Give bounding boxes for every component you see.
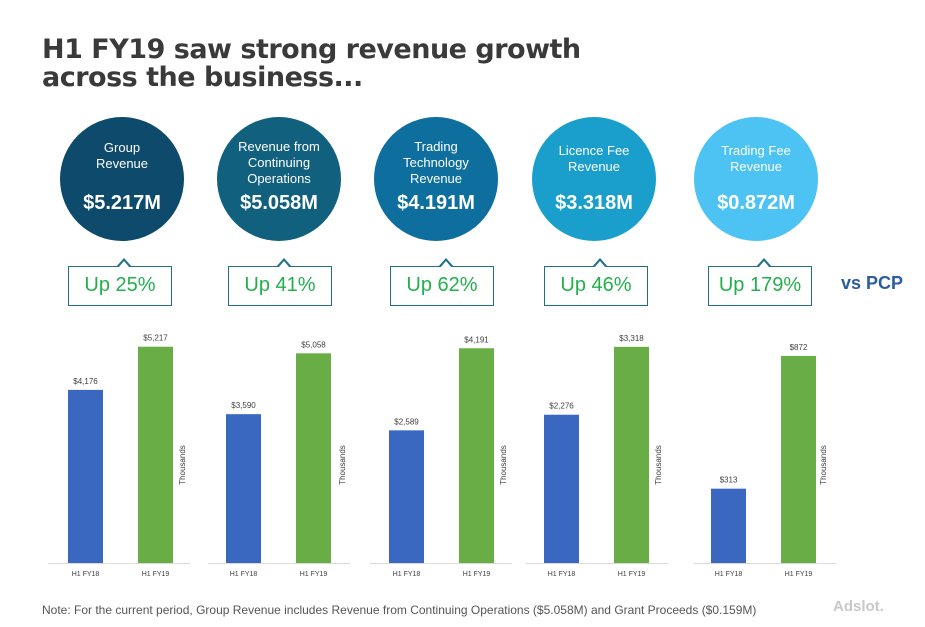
x-tick-label: H1 FY18	[230, 571, 258, 578]
x-tick-label: H1 FY19	[142, 571, 170, 578]
x-tick-label: H1 FY19	[300, 571, 328, 578]
y-axis-label: Thousands	[499, 445, 508, 485]
data-label: $2,276	[549, 402, 574, 411]
data-label: $872	[790, 343, 808, 352]
footnote: Note: For the current period, Group Reve…	[42, 603, 756, 617]
bar-fy18	[389, 430, 424, 563]
bar-fy19	[296, 353, 331, 563]
bar-fy19	[459, 348, 494, 563]
data-label: $5,058	[301, 340, 326, 349]
y-axis-label: Thousands	[338, 445, 347, 485]
y-axis-label: Thousands	[178, 445, 187, 485]
bar-fy18	[544, 415, 579, 563]
bar-fy19	[781, 356, 816, 563]
x-tick-label: H1 FY18	[548, 571, 576, 578]
data-label: $3,590	[231, 401, 256, 410]
data-label: $4,176	[73, 377, 98, 386]
x-tick-label: H1 FY18	[393, 571, 421, 578]
y-axis-label: Thousands	[819, 445, 828, 485]
data-label: $4,191	[464, 335, 489, 344]
x-tick-label: H1 FY18	[72, 571, 100, 578]
x-tick-label: H1 FY19	[618, 571, 646, 578]
x-tick-label: H1 FY18	[715, 571, 743, 578]
data-label: $2,589	[394, 417, 419, 426]
bar-fy18	[226, 414, 261, 563]
bar-fy19	[614, 347, 649, 563]
data-label: $3,318	[619, 334, 644, 343]
bar-fy19	[138, 347, 173, 563]
bar-charts: $4,176 H1 FY18 $5,217 H1 FY19 Thousands $3,59…	[0, 0, 925, 627]
data-label: $313	[720, 476, 738, 485]
adslot-logo: Adslot.	[833, 598, 884, 615]
bar-fy18	[68, 390, 103, 563]
x-tick-label: H1 FY19	[785, 571, 813, 578]
y-axis-label: Thousands	[654, 445, 663, 485]
bar-fy18	[711, 489, 746, 563]
x-tick-label: H1 FY19	[463, 571, 491, 578]
data-label: $5,217	[143, 334, 168, 343]
